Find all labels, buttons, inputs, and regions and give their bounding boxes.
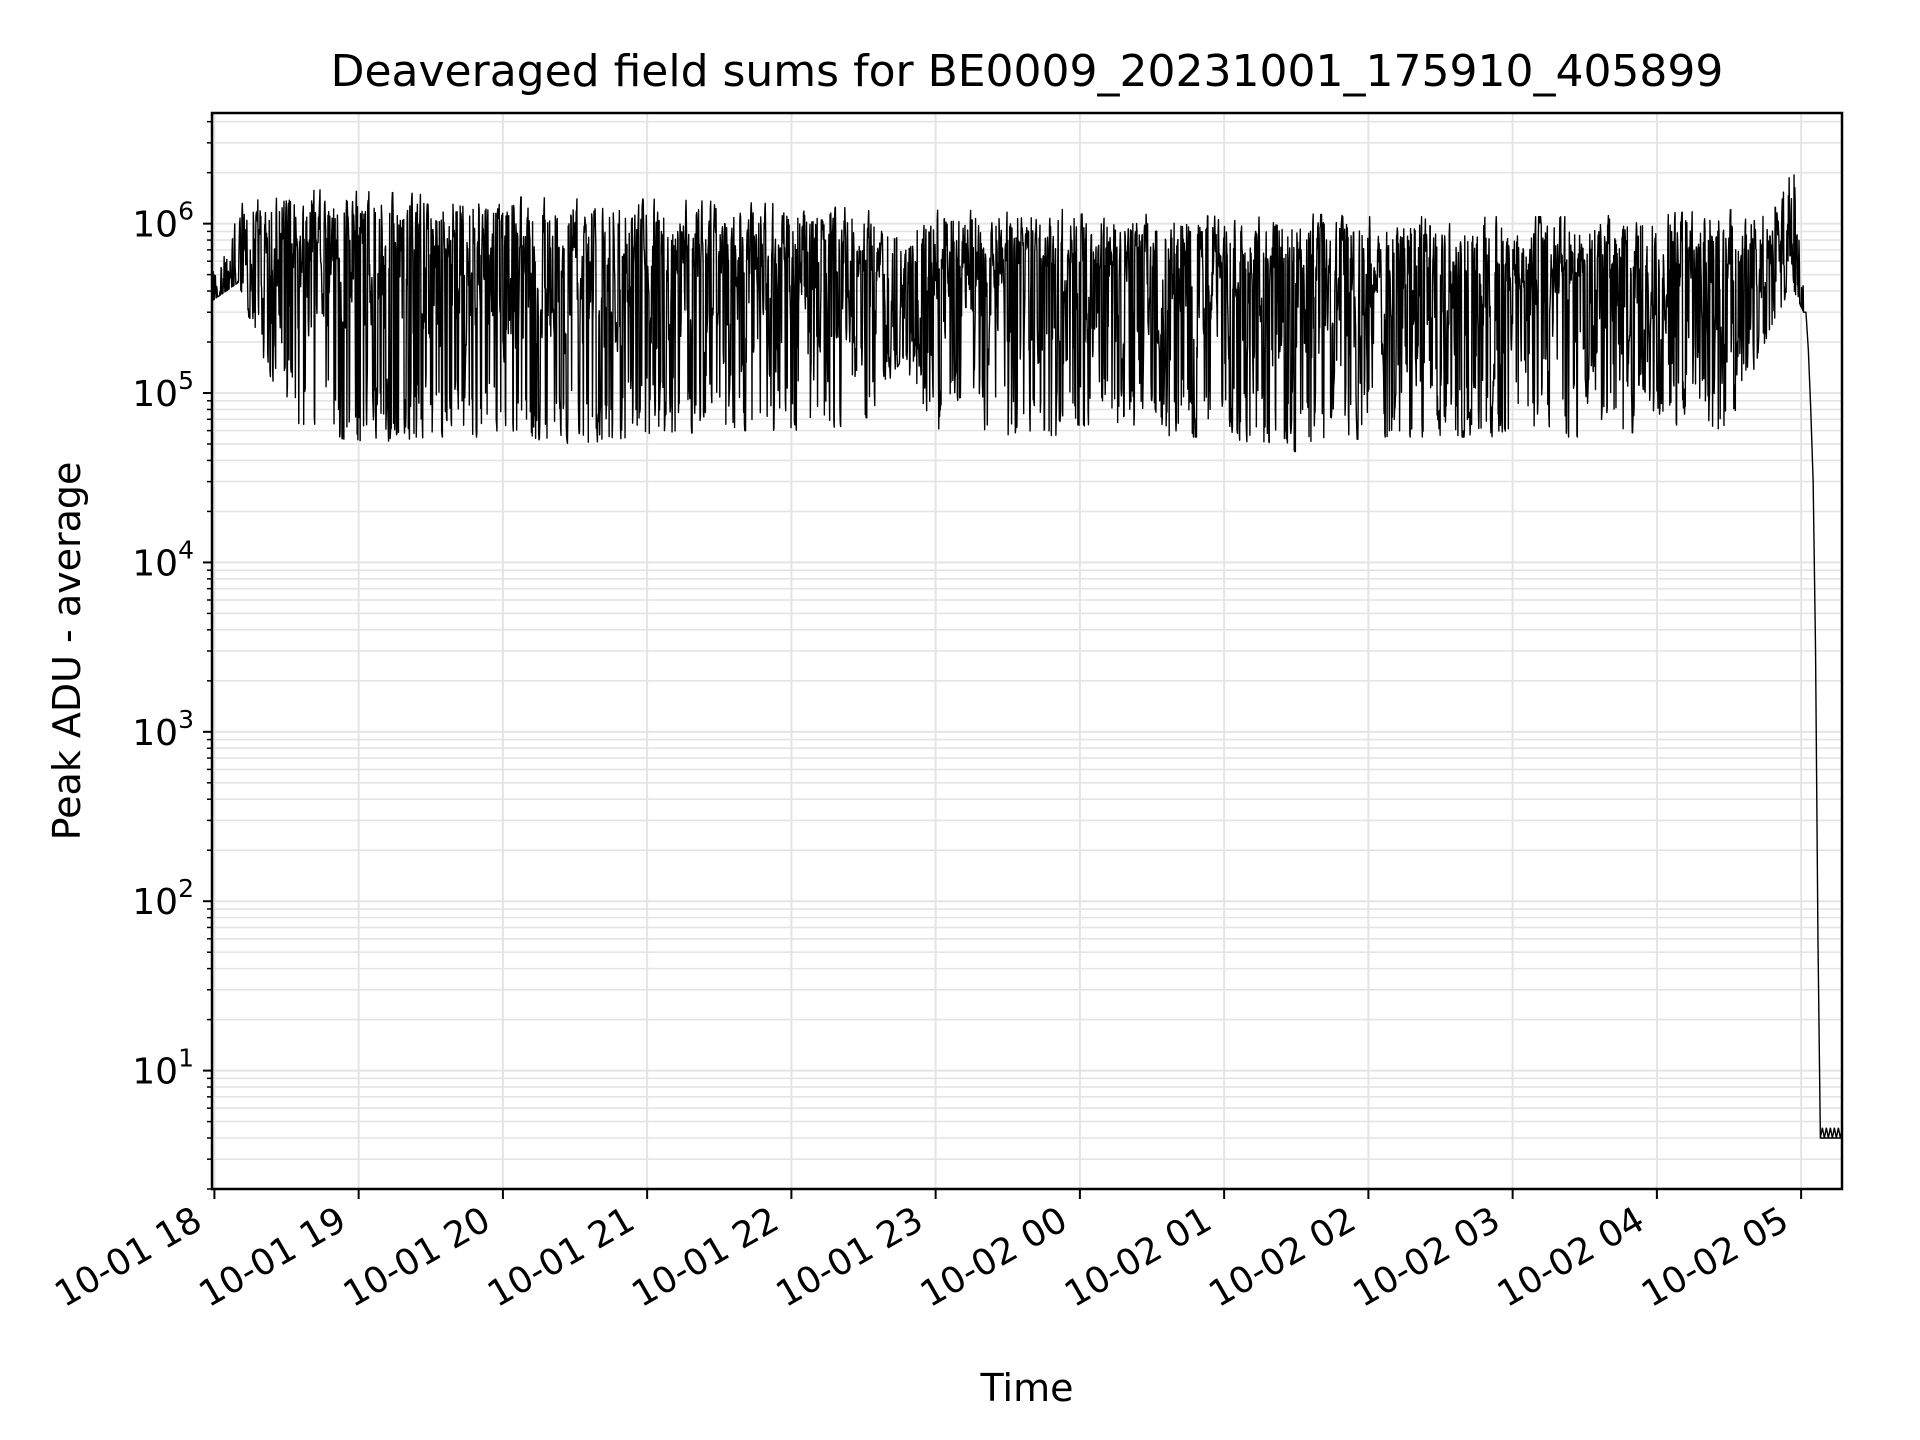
x-tick-label: 10-02 04 [1491,1199,1652,1315]
x-tick-label: 10-01 19 [192,1199,353,1315]
x-axis-label: Time [980,1366,1074,1410]
x-tick-label: 10-02 05 [1635,1199,1796,1315]
y-axis-label: Peak ADU - average [45,462,89,841]
y-tick-label: 104 [132,535,194,584]
x-tick-label: 10-01 20 [337,1199,498,1315]
series-line-floor [1819,1127,1844,1139]
x-tick-label: 10-01 18 [48,1199,209,1315]
x-tick-label: 10-02 00 [914,1199,1075,1315]
y-axis: 101 102 103 104 105 106 [132,120,212,1190]
y-tick-label: 106 [132,197,194,246]
y-tick-label: 101 [132,1044,194,1093]
y-tick-label: 105 [132,366,194,415]
x-tick-label: 10-02 01 [1058,1199,1219,1315]
x-tick-label: 10-01 22 [625,1199,786,1315]
y-tick-label: 102 [132,874,194,923]
series-line [211,174,1842,1139]
chart-title: Deaveraged field sums for BE0009_2023100… [331,46,1724,97]
series-layer [211,174,1844,1139]
x-tick-label: 10-01 23 [769,1199,930,1315]
y-tick-label: 103 [132,705,194,754]
x-tick-label: 10-02 03 [1346,1199,1507,1315]
x-tick-label: 10-01 21 [481,1199,642,1315]
x-tick-label: 10-02 02 [1202,1199,1363,1315]
